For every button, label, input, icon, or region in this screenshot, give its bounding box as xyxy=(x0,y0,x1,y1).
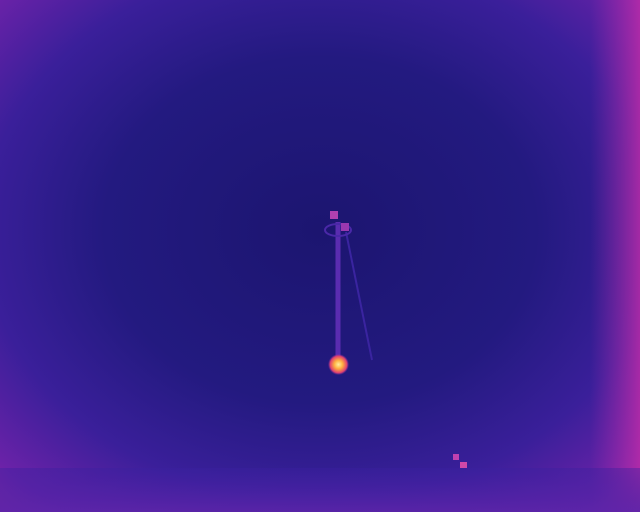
heat-source xyxy=(328,354,349,375)
hot-spot xyxy=(453,454,459,460)
pole-top xyxy=(324,223,352,237)
hot-spot xyxy=(341,223,349,231)
guy-wire xyxy=(345,231,373,361)
hot-spot xyxy=(330,211,338,219)
edge-glow xyxy=(590,0,640,512)
floor-band xyxy=(0,468,640,512)
hot-spot xyxy=(460,462,467,468)
